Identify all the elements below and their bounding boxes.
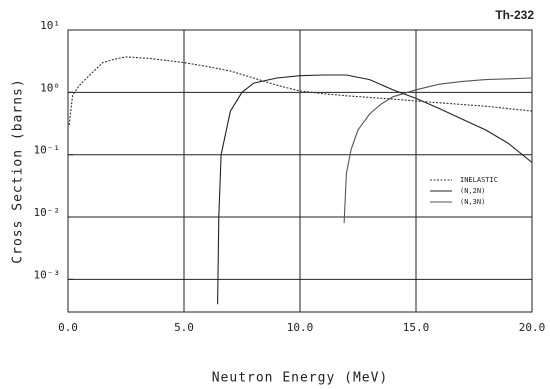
legend-label: (N,2N) (460, 187, 485, 195)
series-line (68, 56, 533, 126)
x-tick-label: 10.0 (287, 321, 314, 334)
legend-label: (N,3N) (460, 198, 485, 206)
y-axis-label: Cross Section (barns) (11, 78, 26, 263)
y-tick-label: 10⁻³ (34, 268, 61, 281)
series-line (343, 77, 533, 224)
legend-label: INELASTIC (460, 176, 498, 184)
y-tick-label: 10⁰ (40, 81, 60, 94)
chart-title: Th-232 (495, 8, 534, 22)
y-tick-label: 10⁻² (34, 206, 61, 219)
series-line (217, 74, 533, 305)
x-axis-label: Neutron Energy (MeV) (212, 371, 389, 386)
x-tick-label: 5.0 (174, 321, 194, 334)
x-tick-label: 15.0 (403, 321, 430, 334)
x-tick-label: 20.0 (519, 321, 546, 334)
y-tick-label: 10⁻¹ (34, 144, 61, 157)
y-tick-label: 10¹ (40, 19, 60, 32)
x-tick-label: 0.0 (58, 321, 78, 334)
